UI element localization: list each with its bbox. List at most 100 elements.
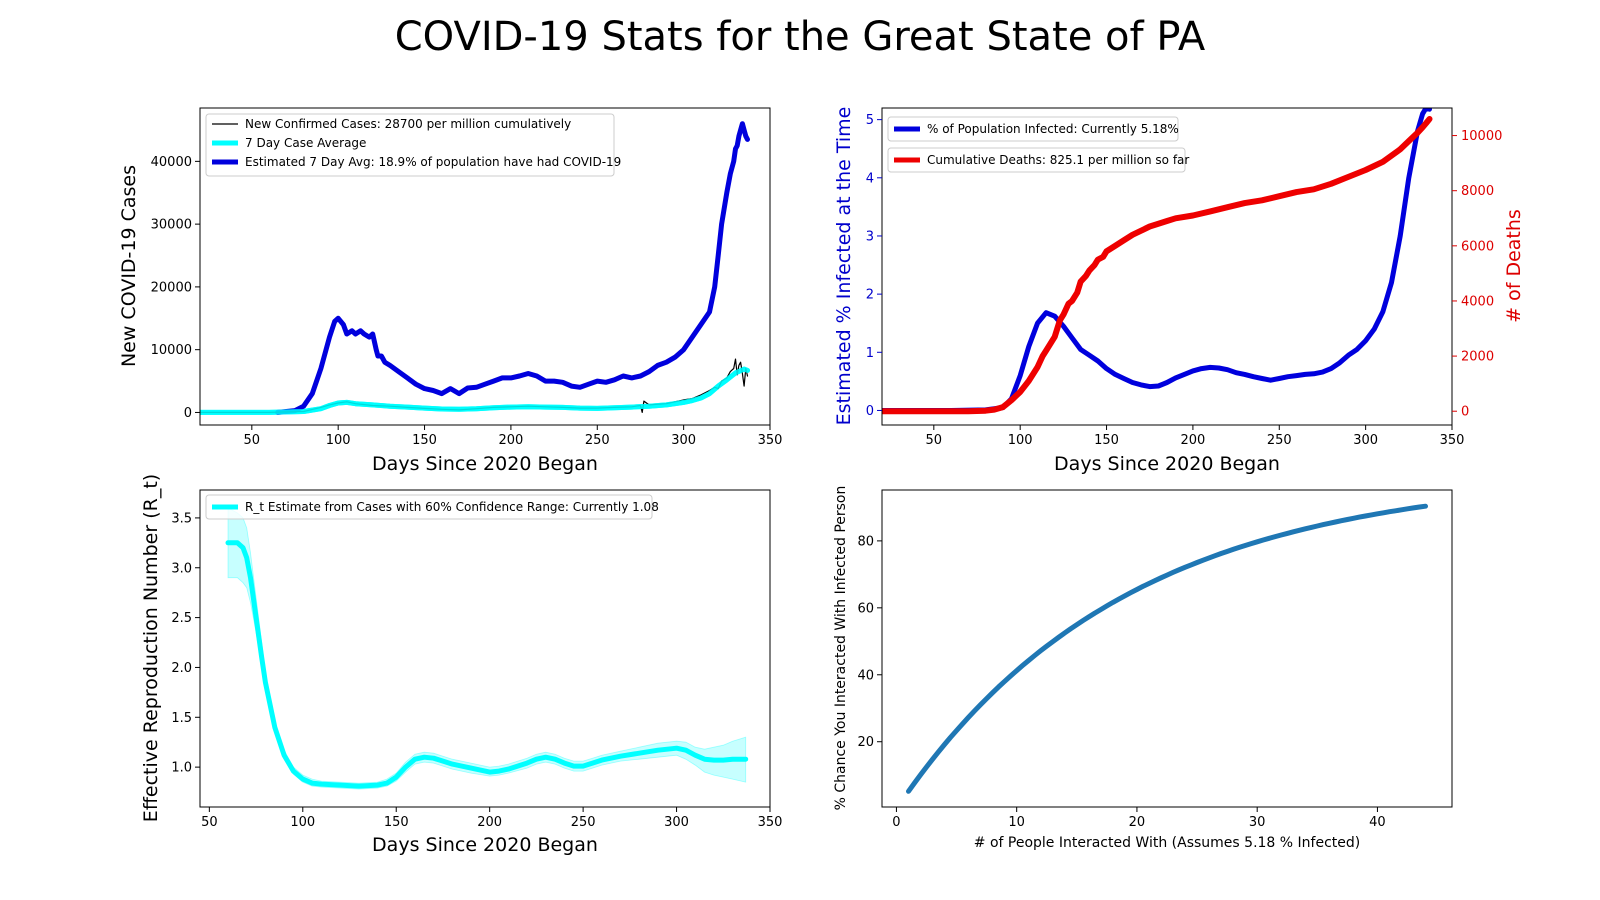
panel-3-x-label: Days Since 2020 Began	[372, 834, 598, 856]
x-tick-label: 50	[926, 433, 943, 448]
y-tick-label: 2.0	[171, 661, 192, 676]
y-tick-label: 1	[866, 346, 874, 361]
y-tick-label: 80	[857, 534, 874, 549]
y-tick-label: 20	[857, 735, 874, 750]
panel-2-legend-box-0	[887, 116, 1179, 142]
y-tick-label: 10000	[1461, 129, 1502, 144]
y-tick-label: 6000	[1461, 239, 1494, 254]
panel-1-y-ticks: 0 10000 20000 30000 40000	[151, 155, 200, 421]
panel-1-legend-label-0: New Confirmed Cases: 28700 per million c…	[245, 117, 571, 131]
panel-3-legend-label-0: R_t Estimate from Cases with 60% Confide…	[245, 500, 659, 514]
panel-2-y-ticks: 0 1 2 3 4 5	[866, 113, 882, 419]
x-tick-label: 40	[1369, 815, 1386, 830]
x-tick-label: 50	[201, 815, 218, 830]
series-line-1-overlay	[200, 366, 750, 415]
y-tick-label: 20000	[151, 280, 192, 295]
y-tick-label: 0	[184, 406, 192, 421]
panel-3-plot-area	[225, 507, 749, 790]
panel-1-legend-label-2: Estimated 7 Day Avg: 18.9% of population…	[245, 155, 621, 169]
figure-title: COVID-19 Stats for the Great State of PA	[395, 14, 1206, 60]
y-tick-label: 2000	[1461, 350, 1494, 365]
y-tick-label: 40	[857, 668, 874, 683]
panel-2-frame	[881, 107, 1453, 426]
y-tick-label: 8000	[1461, 184, 1494, 199]
panel-interaction-chance: 0 10 20 30 40 20 40 60 80 # of People Interacte…	[833, 486, 1453, 851]
y-tick-label: 5	[866, 113, 874, 128]
panel-4-y-label: % Chance You Interacted With Infected Pe…	[833, 486, 849, 811]
y-tick-label: 10000	[151, 343, 192, 358]
x-tick-label: 10	[1008, 815, 1025, 830]
panel-2-legend-box-1	[887, 147, 1186, 173]
panel-3-y-label: Effective Reproduction Number (R_t)	[140, 474, 162, 822]
panel-reproduction-number: 50 100 150 200 250 300 350 1.01.52.02.53.03.5 …	[140, 474, 782, 856]
panel-4-frame	[881, 489, 1453, 808]
panel-2-x-ticks: 50 100 150 200 250 300 350	[926, 425, 1465, 448]
y-tick-label: 2	[866, 288, 874, 303]
x-tick-label: 150	[1094, 433, 1119, 448]
panel-1-x-label: Days Since 2020 Began	[372, 453, 598, 475]
panel-2-y-right-label: # of Deaths	[1503, 209, 1525, 323]
panel-infected-deaths: 50 100 150 200 250 300 350 0 1 2 3 4 5 0 2000 4000 600…	[833, 107, 1525, 475]
y-tick-label: 1.5	[171, 711, 192, 726]
panel-new-cases: 50 100 150 200 250 300 350 0 10000 20000 30000 400…	[118, 107, 783, 475]
x-tick-label: 50	[244, 433, 261, 448]
panel-2-legend-label-1: Cumulative Deaths: 825.1 per million so …	[927, 153, 1189, 167]
x-tick-label: 100	[326, 433, 351, 448]
y-tick-label: 3	[866, 229, 874, 244]
panel-3-x-ticks: 50 100 150 200 250 300 350	[201, 807, 782, 830]
series-line-chance	[906, 503, 1428, 794]
x-tick-label: 300	[664, 815, 689, 830]
panel-1-legend: New Confirmed Cases: 28700 per million c…	[205, 113, 621, 177]
panel-3-y-ticks: 1.0 1.5 2.0 2.5 3.0 3.5	[171, 511, 200, 776]
panel-1-plot-area	[200, 121, 750, 415]
panel-3-frame	[199, 489, 771, 808]
series-line-rt	[225, 540, 749, 789]
panel-4-plot-area	[906, 503, 1428, 794]
x-tick-label: 250	[1267, 433, 1292, 448]
y-tick-label: 40000	[151, 155, 192, 170]
x-tick-label: 350	[1440, 433, 1465, 448]
x-tick-label: 300	[1353, 433, 1378, 448]
panel-4-y-ticks: 20 40 60 80	[857, 534, 882, 750]
x-tick-label: 350	[758, 433, 783, 448]
y-tick-label: 1.0	[171, 761, 192, 776]
x-tick-label: 300	[671, 433, 696, 448]
panel-4-x-label: # of People Interacted With (Assumes 5.1…	[974, 835, 1360, 851]
x-tick-label: 30	[1249, 815, 1266, 830]
y-tick-label: 60	[857, 601, 874, 616]
x-tick-label: 150	[412, 433, 437, 448]
panel-2-x-label: Days Since 2020 Began	[1054, 453, 1280, 475]
panel-1-legend-box	[205, 113, 615, 177]
x-tick-label: 0	[892, 815, 900, 830]
x-tick-label: 250	[571, 815, 596, 830]
x-tick-label: 250	[585, 433, 610, 448]
x-tick-label: 100	[1008, 433, 1033, 448]
x-tick-label: 200	[477, 815, 502, 830]
x-tick-label: 100	[290, 815, 315, 830]
y-tick-label: 4000	[1461, 294, 1494, 309]
panel-3-legend: R_t Estimate from Cases with 60% Confide…	[205, 494, 659, 520]
y-tick-label: 3.5	[171, 511, 192, 526]
x-tick-label: 350	[758, 815, 783, 830]
y-tick-label: 4	[866, 171, 874, 186]
panel-1-frame	[199, 107, 771, 426]
panel-2-plot-area	[882, 108, 1433, 415]
x-tick-label: 150	[384, 815, 409, 830]
panel-2-legend: % of Population Infected: Currently 5.18…	[887, 116, 1189, 173]
y-tick-label: 30000	[151, 218, 192, 233]
y-tick-label: 0	[866, 404, 874, 419]
series-line-infected	[882, 108, 1432, 413]
x-tick-label: 200	[498, 433, 523, 448]
y-tick-label: 0	[1461, 405, 1469, 420]
panel-3-legend-box	[205, 494, 653, 520]
series-line-deaths	[882, 116, 1433, 415]
x-tick-label: 200	[1180, 433, 1205, 448]
panel-1-x-ticks: 50 100 150 200 250 300 350	[244, 425, 783, 448]
panel-2-y-right-ticks: 0 2000 4000 6000 8000 10000	[1452, 129, 1502, 420]
y-tick-label: 3.0	[171, 561, 192, 576]
panel-4-x-ticks: 0 10 20 30 40	[892, 807, 1386, 830]
series-line-2	[275, 121, 750, 415]
panel-2-legend-label-0: % of Population Infected: Currently 5.18…	[927, 122, 1179, 136]
confidence-band	[227, 507, 747, 790]
